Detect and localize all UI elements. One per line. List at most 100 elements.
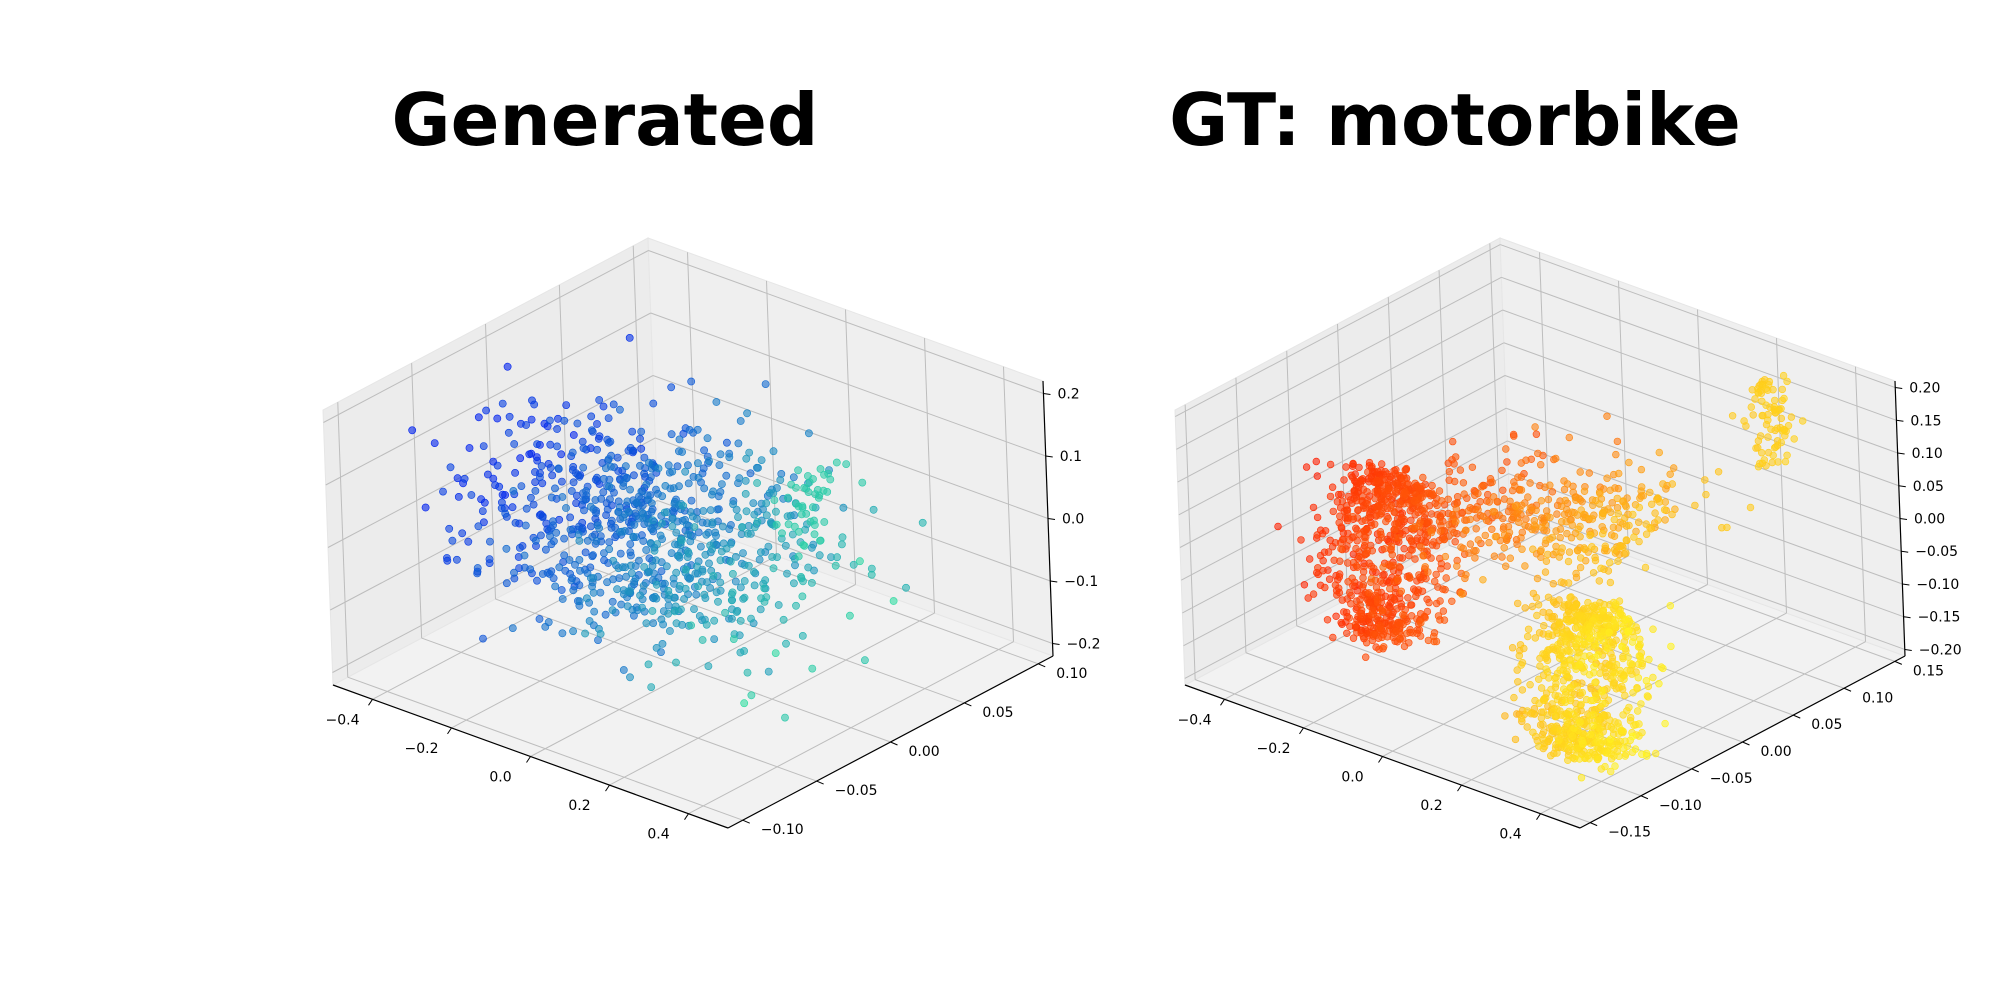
data-point (1603, 412, 1611, 420)
data-point (738, 523, 747, 532)
data-point (747, 614, 755, 623)
data-point (1740, 417, 1748, 425)
data-point (759, 505, 767, 514)
data-point (408, 426, 417, 435)
data-point (693, 562, 701, 571)
data-point (1598, 699, 1607, 708)
data-point (551, 484, 559, 493)
data-point (1598, 509, 1607, 517)
data-point (664, 461, 673, 470)
data-point (1450, 460, 1458, 468)
data-point (743, 529, 752, 538)
data-point (1575, 660, 1584, 669)
data-point (1643, 692, 1652, 700)
data-point (1549, 579, 1558, 588)
data-point (681, 584, 690, 593)
data-point (764, 542, 773, 551)
data-point (1606, 735, 1615, 743)
data-point (569, 478, 578, 487)
data-point (1770, 405, 1778, 414)
data-point (640, 453, 649, 462)
data-point (1543, 550, 1552, 559)
data-point (1606, 508, 1615, 516)
data-point (581, 548, 590, 557)
data-point (1361, 516, 1370, 524)
data-point (1333, 591, 1341, 599)
data-point (749, 499, 758, 507)
data-point (1380, 545, 1389, 553)
data-point (1544, 495, 1553, 504)
data-point (1534, 675, 1543, 683)
data-point (571, 560, 579, 569)
data-point (551, 582, 560, 591)
data-point (1513, 599, 1522, 608)
data-point (498, 399, 507, 408)
data-point (555, 563, 564, 572)
data-point (808, 543, 816, 552)
data-point (1458, 590, 1466, 598)
x-tick-label: 0.0 (489, 770, 511, 786)
data-point (1412, 592, 1420, 601)
data-point (816, 536, 824, 545)
data-point (591, 496, 600, 504)
data-point (808, 579, 816, 587)
data-point (1537, 684, 1546, 692)
data-point (552, 528, 561, 537)
data-point (1778, 385, 1787, 394)
data-point (1573, 546, 1582, 554)
data-point (668, 467, 677, 476)
data-point (1549, 707, 1557, 715)
data-point (1661, 719, 1669, 728)
data-point (1501, 562, 1510, 570)
data-point (1623, 666, 1631, 675)
data-point (1452, 504, 1461, 513)
data-point (1377, 496, 1385, 504)
data-point (587, 522, 595, 531)
data-point (1567, 694, 1575, 702)
data-point (1534, 601, 1543, 609)
data-point (1309, 590, 1318, 598)
data-point (1353, 629, 1361, 637)
data-point (573, 419, 582, 428)
data-point (1575, 635, 1584, 643)
data-point (664, 609, 673, 618)
data-point (1392, 520, 1401, 528)
data-point (1274, 522, 1282, 531)
data-point (546, 532, 554, 541)
data-point (1443, 562, 1451, 570)
data-point (575, 597, 584, 606)
data-point (762, 499, 771, 508)
data-point (1612, 450, 1620, 459)
data-point (1356, 601, 1364, 609)
data-point (1603, 644, 1612, 652)
data-point (1377, 460, 1386, 468)
data-point (537, 531, 545, 540)
data-point (702, 530, 711, 539)
data-point (1304, 594, 1312, 602)
data-point (756, 605, 765, 614)
data-point (1511, 735, 1520, 744)
data-point (557, 586, 566, 594)
data-point (538, 570, 547, 578)
data-point (1444, 495, 1452, 503)
data-point (605, 482, 613, 491)
data-point (1605, 628, 1613, 637)
data-point (1596, 725, 1604, 733)
data-point (1568, 732, 1577, 740)
data-point (1564, 617, 1573, 626)
data-point (638, 603, 646, 612)
data-point (587, 412, 596, 421)
data-point (1373, 476, 1381, 485)
data-point (1490, 552, 1499, 560)
data-point (741, 489, 750, 498)
data-point (1391, 487, 1400, 496)
data-point (1570, 724, 1578, 732)
data-point (1691, 501, 1699, 510)
data-point (460, 474, 469, 483)
data-point (1421, 563, 1429, 571)
data-point (616, 549, 625, 558)
data-point (794, 466, 802, 475)
data-point (1636, 494, 1644, 502)
data-point (1498, 466, 1506, 475)
data-point (652, 556, 660, 565)
